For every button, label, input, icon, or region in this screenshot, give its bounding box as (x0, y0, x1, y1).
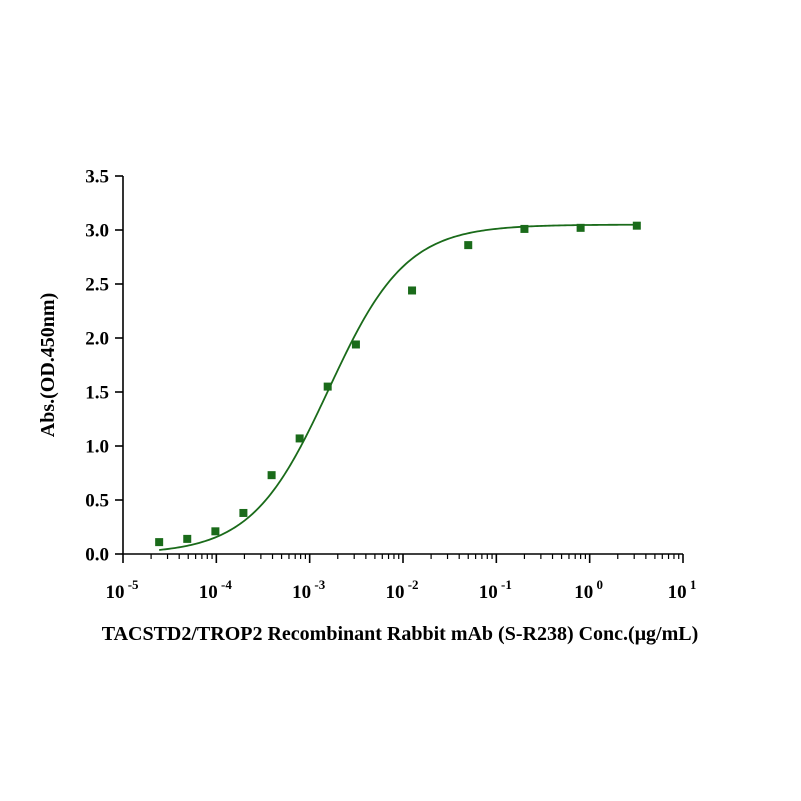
data-point (408, 286, 417, 295)
y-tick-label: 3.0 (85, 221, 109, 242)
data-point (323, 382, 332, 391)
y-axis-ticks: 0.0 0.5 1.0 1.5 2.0 2.5 3.0 3.5 (85, 167, 123, 566)
data-point (239, 508, 248, 517)
x-tick-label: 10 -1 (479, 577, 512, 603)
y-tick-label: 1.5 (85, 383, 109, 404)
data-point (351, 340, 360, 349)
data-point (632, 221, 641, 230)
fit-curve (159, 223, 637, 551)
x-axis-ticks: 10 -5 10 -4 10 -3 10 -2 10 -1 10 0 10 1 (105, 554, 696, 603)
y-axis-title: Abs.(OD.450nm) (37, 293, 59, 437)
y-tick-label: 0.5 (85, 491, 109, 512)
data-point (155, 538, 164, 547)
x-tick-label: 10 -4 (199, 577, 233, 603)
x-axis-title: TACSTD2/TROP2 Recombinant Rabbit mAb (S-… (102, 623, 699, 645)
data-point (464, 241, 473, 250)
data-point (576, 223, 585, 232)
x-tick-label: 10 0 (574, 577, 603, 603)
x-tick-label: 10 -3 (292, 577, 326, 603)
y-tick-label: 3.5 (85, 167, 109, 188)
y-tick-label: 0.0 (85, 545, 109, 566)
x-tick-label: 10 1 (668, 577, 697, 603)
data-point (267, 471, 276, 480)
y-tick-label: 2.0 (85, 329, 109, 350)
y-tick-label: 2.5 (85, 275, 109, 296)
data-points (155, 221, 641, 547)
x-tick-label: 10 -2 (385, 577, 418, 603)
x-tick-label: 10 -5 (105, 577, 139, 603)
data-point (520, 224, 529, 233)
y-tick-label: 1.0 (85, 437, 109, 458)
data-point (211, 527, 220, 536)
data-point (183, 534, 192, 543)
data-point (295, 434, 304, 443)
